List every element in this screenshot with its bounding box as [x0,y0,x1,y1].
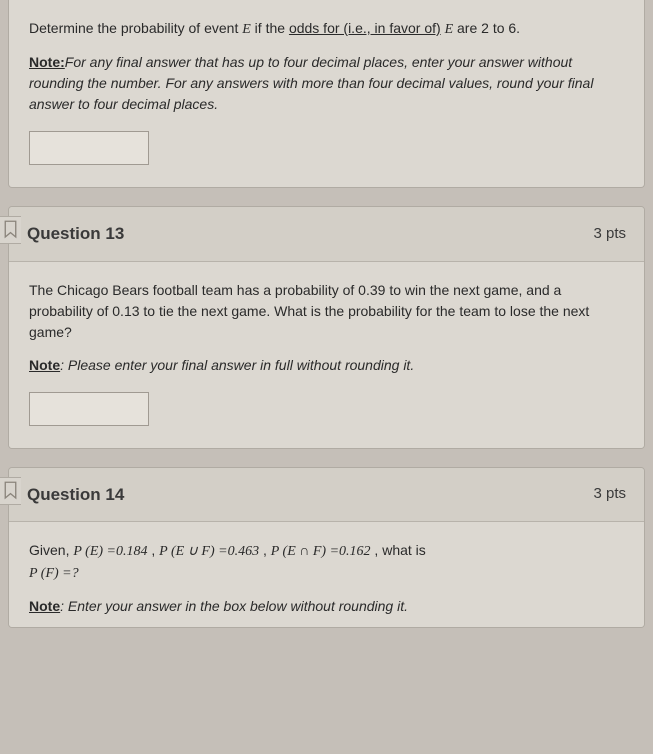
question-14-body: Given, P (E) =0.184 , P (E ∪ F) =0.463 ,… [9,522,644,627]
question-12-prompt: Determine the probability of event E if … [29,18,624,40]
question-14-header: Question 14 3 pts [9,468,644,523]
question-14-given: Given, P (E) =0.184 , P (E ∪ F) =0.463 ,… [29,540,624,584]
bookmark-icon[interactable] [0,477,21,505]
question-13-title: Question 13 [27,221,124,247]
question-13-text: The Chicago Bears football team has a pr… [29,280,624,343]
question-13-note: Note: Please enter your final answer in … [29,355,624,376]
question-14-note: Note: Enter your answer in the box below… [29,596,624,617]
question-12-body: Determine the probability of event E if … [9,0,644,187]
question-14-title: Question 14 [27,482,124,508]
bookmark-icon[interactable] [0,216,21,244]
question-12-note: Note:For any final answer that has up to… [29,52,624,115]
question-12-answer-input[interactable] [29,131,149,165]
question-12-block: Determine the probability of event E if … [8,0,645,188]
question-13-answer-input[interactable] [29,392,149,426]
question-14-points: 3 pts [593,483,626,506]
question-13-points: 3 pts [593,223,626,246]
question-13-block: Question 13 3 pts The Chicago Bears foot… [8,206,645,449]
question-13-body: The Chicago Bears football team has a pr… [9,262,644,448]
question-14-block: Question 14 3 pts Given, P (E) =0.184 , … [8,467,645,629]
question-13-header: Question 13 3 pts [9,207,644,262]
